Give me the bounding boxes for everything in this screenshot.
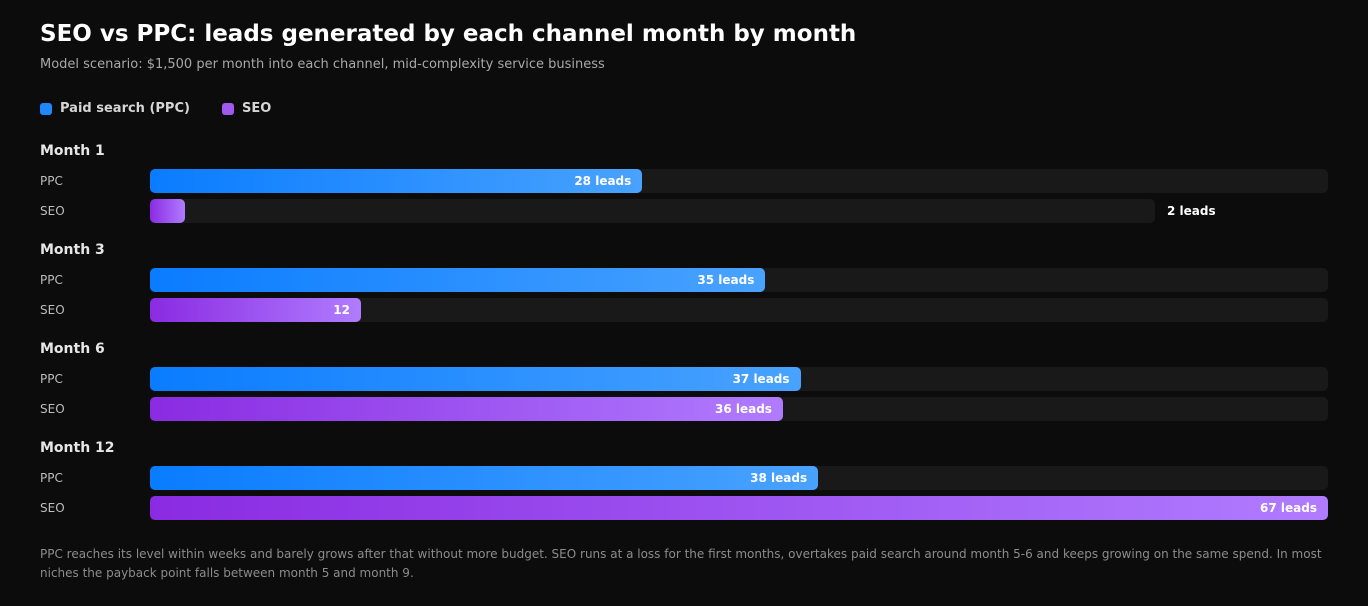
data-label-seo: 36 leads — [714, 402, 772, 416]
row-label-ppc: PPC — [40, 471, 63, 485]
legend-swatch-ppc — [40, 102, 52, 115]
data-label-ppc: 37 leads — [732, 372, 790, 386]
bar-ppc — [150, 367, 801, 391]
data-label-ppc: 38 leads — [750, 471, 808, 485]
bar-seo — [150, 199, 186, 223]
bar-seo — [150, 298, 361, 322]
row-label-ppc: PPC — [40, 273, 63, 287]
data-label-ppc: 35 leads — [697, 273, 755, 287]
legend: Paid search (PPC) SEO — [40, 101, 271, 116]
bar-seo — [150, 496, 1328, 520]
legend-swatch-seo — [221, 102, 234, 115]
row-label-seo: SEO — [40, 501, 65, 515]
group-label: Month 3 — [40, 242, 105, 258]
bar-seo — [150, 397, 783, 421]
group-label: Month 12 — [40, 440, 115, 456]
row-label-seo: SEO — [40, 402, 65, 416]
data-label-seo: 67 leads — [1260, 501, 1317, 515]
bar-ppc — [150, 169, 643, 193]
data-label-seo: 2 leads — [1167, 204, 1216, 218]
row-label-ppc: PPC — [40, 174, 63, 188]
row-label-ppc: PPC — [40, 372, 63, 386]
bar-track — [150, 199, 1155, 223]
legend-item-ppc: Paid search (PPC) — [40, 101, 190, 116]
footnote: PPC reaches its level within weeks and b… — [40, 547, 1322, 580]
data-label-ppc: 28 leads — [574, 174, 632, 188]
legend-label-ppc: Paid search (PPC) — [60, 101, 190, 116]
bar-ppc — [150, 466, 819, 490]
legend-label-seo: SEO — [241, 101, 272, 116]
chart-title: SEO vs PPC: leads generated by each chan… — [40, 21, 857, 47]
data-label-seo: 12 — [333, 303, 350, 317]
row-label-seo: SEO — [40, 303, 65, 317]
group-label: Month 6 — [40, 341, 105, 357]
legend-item-seo: SEO — [221, 101, 272, 116]
bar-ppc — [150, 268, 766, 292]
group-label: Month 1 — [40, 143, 105, 159]
chart-subtitle: Model scenario: $1,500 per month into ea… — [40, 57, 605, 72]
row-label-seo: SEO — [40, 204, 65, 218]
